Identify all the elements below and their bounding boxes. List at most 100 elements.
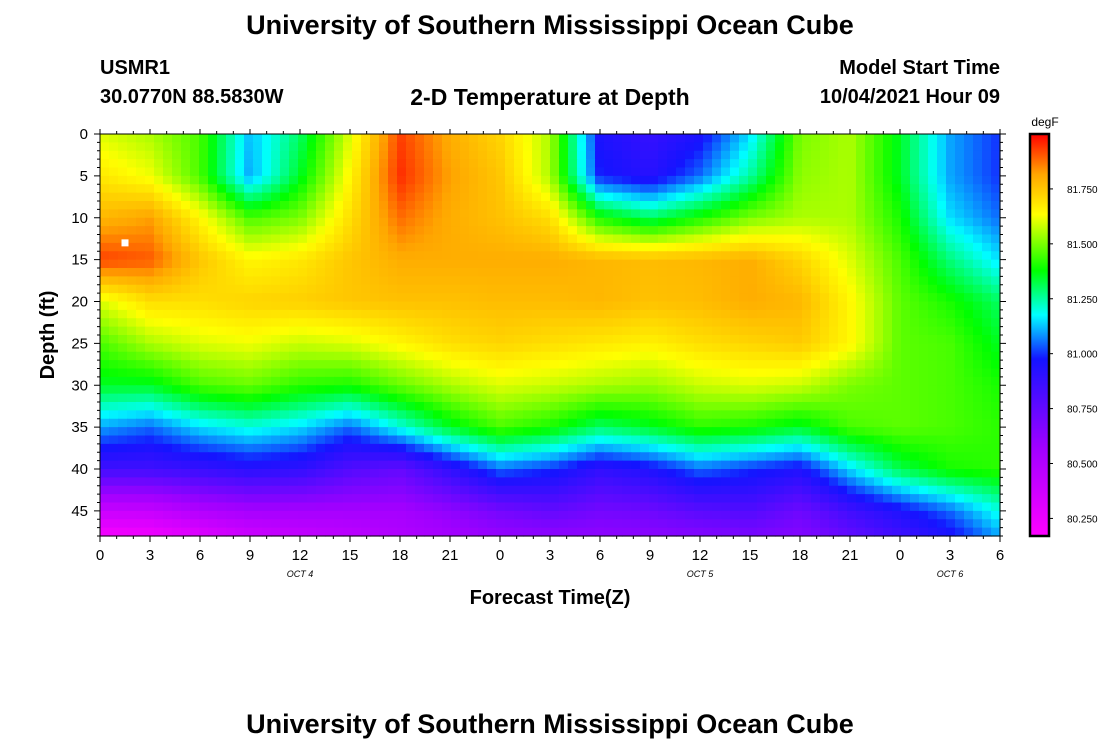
heatmap-cell <box>802 502 812 512</box>
heatmap-cell <box>442 427 452 437</box>
heatmap-cell <box>793 418 803 428</box>
heatmap-cell <box>406 167 416 177</box>
heatmap-cell <box>550 335 560 344</box>
heatmap-cell <box>838 452 848 462</box>
heatmap-cell <box>109 309 119 319</box>
heatmap-cell <box>586 385 596 395</box>
heatmap-cell <box>415 485 425 495</box>
heatmap-cell <box>883 268 893 277</box>
heatmap-cell <box>433 393 443 403</box>
heatmap-cell <box>874 527 884 537</box>
heatmap-cell <box>523 226 533 236</box>
heatmap-cell <box>712 209 722 219</box>
heatmap-cell <box>514 318 524 328</box>
heatmap-cell <box>748 393 758 403</box>
heatmap-cell <box>568 309 578 319</box>
heatmap-cell <box>226 427 236 437</box>
heatmap-cell <box>955 519 965 529</box>
heatmap-cell <box>514 510 524 520</box>
heatmap-cell <box>829 175 839 185</box>
heatmap-cell <box>694 376 704 386</box>
heatmap-cell <box>388 469 398 478</box>
heatmap-cell <box>325 443 335 453</box>
heatmap-cell <box>172 276 182 286</box>
heatmap-cell <box>613 510 623 520</box>
heatmap-cell <box>685 242 695 252</box>
heatmap-cell <box>514 410 524 420</box>
heatmap-cell <box>379 460 389 470</box>
heatmap-cell <box>226 134 236 143</box>
heatmap-cell <box>730 142 740 152</box>
heatmap-cell <box>262 209 272 219</box>
heatmap-cell <box>631 343 641 353</box>
heatmap-cell <box>811 360 821 370</box>
heatmap-cell <box>523 485 533 495</box>
heatmap-cell <box>226 301 236 311</box>
heatmap-cell <box>424 251 434 261</box>
heatmap-cell <box>766 477 776 487</box>
heatmap-cell <box>433 452 443 462</box>
heatmap-cell <box>712 527 722 537</box>
heatmap-cell <box>937 460 947 470</box>
heatmap-cell <box>568 418 578 428</box>
heatmap-cell <box>856 268 866 277</box>
heatmap-cell <box>298 293 308 303</box>
heatmap-cell <box>928 242 938 252</box>
heatmap-cell <box>109 469 119 478</box>
heatmap-cell <box>478 376 488 386</box>
heatmap-cell <box>262 150 272 160</box>
heatmap-cell <box>883 435 893 445</box>
heatmap-cell <box>937 192 947 202</box>
heatmap-cell <box>955 502 965 512</box>
heatmap-cell <box>298 318 308 328</box>
heatmap-cell <box>829 351 839 361</box>
heatmap-cell <box>631 494 641 504</box>
heatmap-cell <box>622 351 632 361</box>
heatmap-cell <box>244 159 254 169</box>
heatmap-cell <box>181 418 191 428</box>
heatmap-cell <box>703 301 713 311</box>
heatmap-cell <box>937 410 947 420</box>
heatmap-cell <box>658 293 668 303</box>
heatmap-cell <box>757 293 767 303</box>
heatmap-cell <box>811 201 821 210</box>
heatmap-cell <box>244 343 254 353</box>
heatmap-cell <box>532 259 542 269</box>
heatmap-cell <box>856 301 866 311</box>
heatmap-cell <box>703 343 713 353</box>
heatmap-cell <box>856 150 866 160</box>
heatmap-cell <box>658 418 668 428</box>
heatmap-cell <box>631 242 641 252</box>
heatmap-cell <box>226 376 236 386</box>
heatmap-cell <box>865 368 875 378</box>
heatmap-cell <box>820 427 830 437</box>
heatmap-cell <box>433 469 443 478</box>
heatmap-cell <box>460 510 470 520</box>
heatmap-cell <box>991 293 1001 303</box>
heatmap-cell <box>775 159 785 169</box>
heatmap-cell <box>577 251 587 261</box>
heatmap-cell <box>793 427 803 437</box>
heatmap-cell <box>838 351 848 361</box>
heatmap-cell <box>325 326 335 336</box>
heatmap-cell <box>136 460 146 470</box>
heatmap-cell <box>370 460 380 470</box>
heatmap-cell <box>568 502 578 512</box>
heatmap-cell <box>991 276 1001 286</box>
heatmap-cell <box>262 343 272 353</box>
heatmap-cell <box>550 435 560 445</box>
heatmap-cell <box>622 360 632 370</box>
heatmap-cell <box>856 309 866 319</box>
heatmap-cell <box>613 326 623 336</box>
heatmap-cell <box>820 385 830 395</box>
heatmap-cell <box>325 469 335 478</box>
heatmap-cell <box>163 402 173 411</box>
heatmap-cell <box>469 368 479 378</box>
heatmap-cell <box>514 376 524 386</box>
heatmap-cell <box>280 293 290 303</box>
heatmap-cell <box>244 402 254 411</box>
heatmap-cell <box>901 485 911 495</box>
heatmap-cell <box>550 469 560 478</box>
heatmap-cell <box>973 494 983 504</box>
heatmap-cell <box>874 385 884 395</box>
